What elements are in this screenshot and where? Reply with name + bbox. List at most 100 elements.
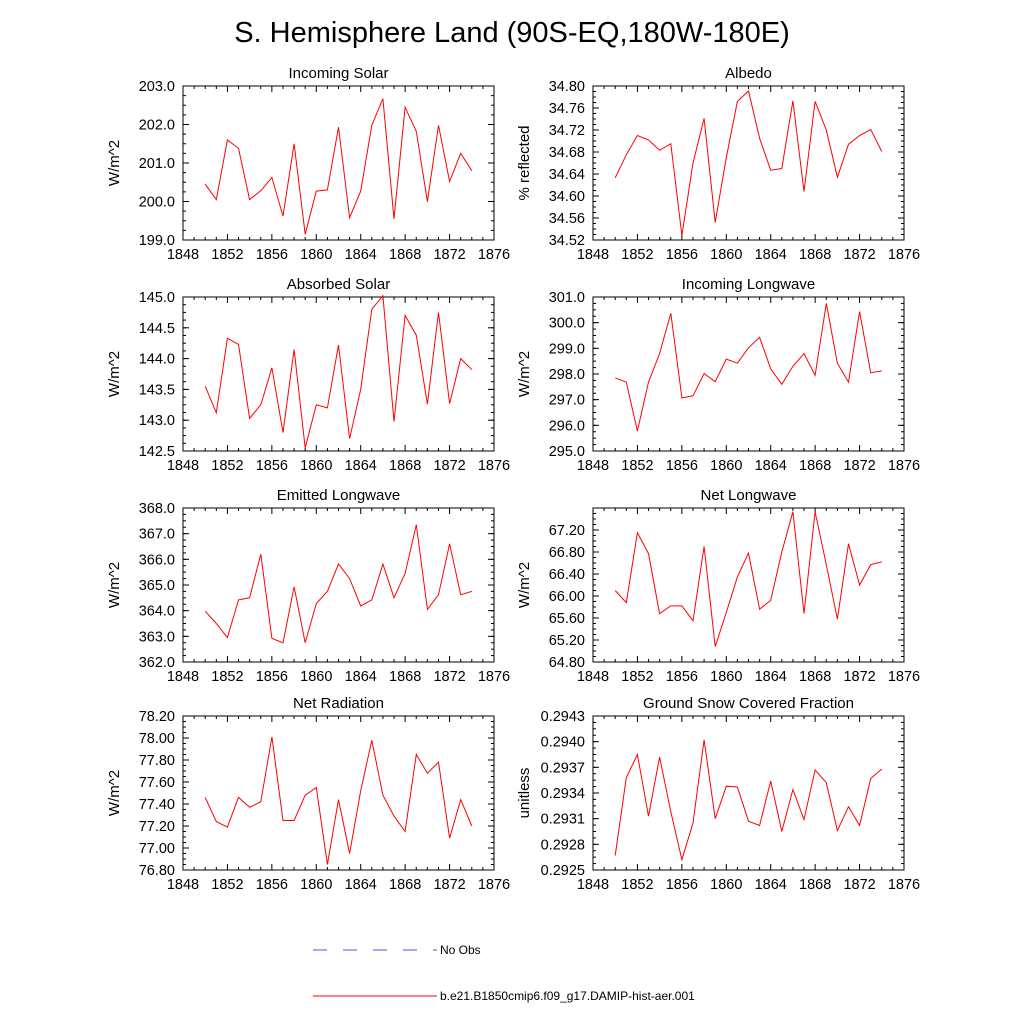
y-tick-label: 199.0: [139, 233, 175, 249]
y-tick-label: 298.0: [549, 367, 585, 383]
x-tick-label: 1852: [211, 669, 243, 685]
y-tick-label: 363.0: [139, 629, 175, 645]
series-line-1: [204, 736, 473, 865]
x-tick-label: 1856: [666, 669, 698, 685]
x-tick-label: 1872: [843, 458, 875, 474]
y-tick-label: 78.20: [139, 709, 175, 725]
y-tick-label: 78.00: [139, 731, 175, 747]
y-tick-label: 77.60: [139, 775, 175, 791]
x-tick-label: 1864: [345, 669, 377, 685]
x-tick-label: 1848: [167, 247, 199, 263]
y-tick-label: 34.72: [549, 123, 585, 139]
y-tick-label: 200.0: [139, 195, 175, 211]
x-tick-label: 1852: [621, 877, 653, 893]
x-tick-label: 1876: [888, 877, 920, 893]
y-tick-label: 301.0: [549, 290, 585, 306]
legend-label: No Obs: [440, 943, 481, 957]
x-tick-label: 1860: [300, 247, 332, 263]
x-tick-label: 1864: [755, 877, 787, 893]
panel-title: Net Longwave: [701, 487, 797, 504]
x-tick-label: 1864: [755, 669, 787, 685]
y-tick-label: 142.5: [139, 444, 175, 460]
x-tick-label: 1864: [345, 458, 377, 474]
plot-frame: [592, 507, 905, 663]
plot-frame: [592, 85, 905, 241]
x-tick-label: 1852: [211, 877, 243, 893]
series-line-1: [614, 739, 883, 862]
panel-title: Absorbed Solar: [287, 276, 390, 293]
x-tick-label: 1868: [799, 669, 831, 685]
y-tick-label: 66.80: [549, 545, 585, 561]
y-axis-label: W/m^2: [106, 770, 123, 816]
x-tick-label: 1856: [256, 877, 288, 893]
panel-3: Absorbed Solar W/m^2 1848 1852 1856 1860 1864 1…: [106, 276, 510, 474]
panel-title: Emitted Longwave: [277, 487, 400, 504]
y-tick-label: 65.20: [549, 633, 585, 649]
x-tick-label: 1872: [433, 669, 465, 685]
x-tick-label: 1860: [300, 669, 332, 685]
y-tick-label: 0.2940: [541, 735, 585, 751]
plot-frame: [182, 296, 495, 452]
x-tick-label: 1852: [211, 458, 243, 474]
y-axis-label: % reflected: [516, 125, 533, 200]
y-tick-label: 295.0: [549, 444, 585, 460]
y-tick-label: 365.0: [139, 578, 175, 594]
x-tick-label: 1848: [167, 669, 199, 685]
plot-frame: [182, 507, 495, 663]
panel-8: Ground Snow Covered Fraction unitless 1848…: [516, 695, 920, 893]
y-tick-label: 77.40: [139, 797, 175, 813]
y-tick-label: 76.80: [139, 863, 175, 879]
x-tick-label: 1848: [577, 247, 609, 263]
x-tick-label: 1864: [345, 877, 377, 893]
series-line-1: [204, 294, 473, 449]
y-axis-label: unitless: [516, 768, 533, 819]
y-tick-label: 65.60: [549, 611, 585, 627]
x-tick-label: 1872: [843, 877, 875, 893]
figure-title: S. Hemisphere Land (90S-EQ,180W-180E): [234, 17, 790, 49]
y-tick-label: 0.2934: [541, 786, 585, 802]
plot-frame: [592, 296, 905, 452]
x-tick-label: 1872: [843, 669, 875, 685]
panel-title: Net Radiation: [293, 695, 384, 712]
legend-label: b.e21.B1850cmip6.f09_g17.DAMIP-hist-aer.…: [440, 989, 695, 1003]
x-tick-label: 1852: [621, 669, 653, 685]
y-tick-label: 77.80: [139, 753, 175, 769]
y-tick-label: 297.0: [549, 393, 585, 409]
x-tick-label: 1860: [710, 877, 742, 893]
y-tick-label: 0.2943: [541, 709, 585, 725]
y-axis-label: W/m^2: [516, 562, 533, 608]
x-tick-label: 1872: [433, 877, 465, 893]
y-tick-label: 143.0: [139, 413, 175, 429]
x-tick-label: 1856: [666, 247, 698, 263]
y-tick-label: 202.0: [139, 118, 175, 134]
x-tick-label: 1872: [433, 458, 465, 474]
legend: No Obs b.e21.B1850cmip6.f09_g17.DAMIP-his…: [313, 943, 695, 1003]
x-tick-label: 1860: [300, 458, 332, 474]
y-tick-label: 34.60: [549, 189, 585, 205]
x-tick-label: 1848: [167, 877, 199, 893]
x-tick-label: 1856: [666, 458, 698, 474]
x-tick-label: 1852: [211, 247, 243, 263]
x-tick-label: 1868: [799, 458, 831, 474]
y-tick-label: 34.68: [549, 145, 585, 161]
plot-frame: [182, 85, 495, 241]
y-tick-label: 77.00: [139, 841, 175, 857]
y-tick-label: 34.76: [549, 101, 585, 117]
series-line-1: [204, 98, 473, 235]
y-tick-label: 145.0: [139, 290, 175, 306]
y-tick-label: 0.2937: [541, 760, 585, 776]
x-tick-label: 1860: [300, 877, 332, 893]
y-tick-label: 67.20: [549, 523, 585, 539]
y-tick-label: 143.5: [139, 382, 175, 398]
x-tick-label: 1856: [256, 458, 288, 474]
x-tick-label: 1848: [577, 669, 609, 685]
x-tick-label: 1864: [345, 247, 377, 263]
y-tick-label: 144.0: [139, 352, 175, 368]
plot-frame: [592, 715, 905, 871]
x-tick-label: 1848: [577, 877, 609, 893]
x-tick-label: 1876: [478, 669, 510, 685]
y-tick-label: 367.0: [139, 527, 175, 543]
x-tick-label: 1876: [888, 247, 920, 263]
panel-7: Net Radiation W/m^2 1848 1852 1856 1860 1864 18…: [106, 695, 510, 893]
y-tick-label: 144.5: [139, 321, 175, 337]
